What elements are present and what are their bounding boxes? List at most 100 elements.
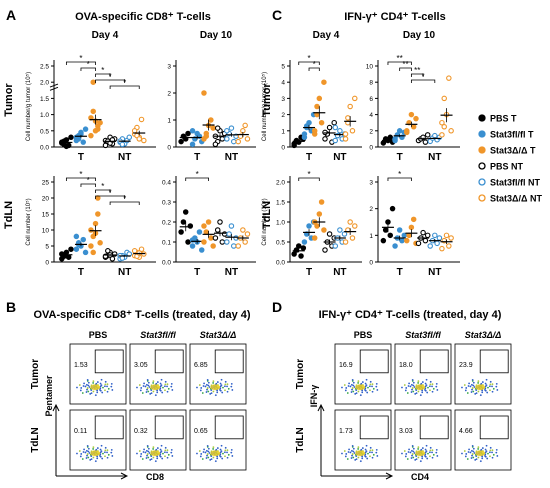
y-tick-label: 25 — [42, 180, 50, 187]
data-point — [230, 243, 237, 249]
data-point — [185, 239, 191, 245]
data-point — [221, 231, 228, 237]
significance-bracket — [298, 177, 320, 181]
data-point — [228, 125, 235, 131]
significance-star: * — [109, 188, 112, 197]
gate-percent: 0.65 — [194, 428, 208, 435]
data-point — [396, 128, 403, 134]
legend-marker — [478, 114, 486, 122]
category-label: T — [397, 152, 403, 163]
panel-letter-c: C — [272, 7, 282, 23]
flow-b-plot: 6.85 — [189, 343, 247, 405]
data-point — [75, 136, 82, 142]
data-point — [224, 136, 230, 142]
data-point — [203, 133, 210, 139]
category-label: T — [194, 152, 200, 163]
data-point — [321, 227, 327, 233]
data-point — [291, 251, 297, 257]
data-point — [448, 235, 454, 241]
row-label-a-tdln: TdLN — [3, 201, 15, 229]
flow-d-title: IFN-γ⁺ CD4⁺ T-cells (treated, day 4) — [319, 309, 502, 321]
significance-star: ** — [414, 66, 420, 75]
gate — [359, 349, 389, 374]
category-label: NT — [118, 152, 131, 163]
data-point — [90, 79, 96, 85]
chart-title: Day 10 — [200, 30, 233, 41]
data-point — [138, 246, 145, 252]
data-point — [119, 141, 126, 148]
significance-bracket — [65, 61, 96, 65]
flow-b-plot: 0.32 — [129, 409, 187, 471]
row-label-c-tdln: TdLN — [261, 201, 273, 229]
data-point — [212, 235, 219, 241]
gate — [419, 415, 449, 440]
gate — [419, 349, 449, 374]
panel-letter-d: D — [272, 299, 282, 315]
data-point — [102, 142, 109, 149]
data-point — [230, 138, 237, 145]
data-point — [291, 142, 297, 149]
y-tick-label: 1 — [369, 233, 373, 240]
significance-bracket — [109, 85, 140, 89]
y-tick-label: 2 — [281, 112, 285, 119]
data-point — [427, 243, 433, 249]
data-point — [422, 237, 429, 244]
gate-percent: 1.53 — [74, 362, 88, 369]
chart-C-tdln-d4: 0.0 0.5 1.0 1.5 2.0 Cell number (10⁵) T NT * — [261, 170, 362, 278]
data-point — [178, 138, 184, 145]
row-label-a-tumor: Tumor — [3, 83, 15, 117]
data-point — [224, 239, 230, 245]
data-point — [345, 115, 351, 121]
data-point — [424, 132, 431, 138]
chart-C-tumor-d4: 0 1 2 3 4 5 Day 4 Cell number/g tumor (10⁵) T NT *… — [261, 30, 362, 163]
significance-bracket — [410, 73, 424, 77]
gate — [94, 415, 124, 440]
significance-star: ** — [402, 60, 408, 69]
flow-b-row-label: TdLN — [30, 427, 41, 453]
legend-label: PBS T — [490, 114, 517, 124]
row-label-c-tumor: Tumor — [261, 83, 273, 117]
data-point — [432, 232, 438, 239]
y-tick-label: 2.0 — [40, 80, 49, 87]
data-point — [404, 237, 410, 244]
y-tick-label: 0.1 — [162, 240, 171, 247]
data-point — [318, 199, 325, 205]
category-label: T — [397, 267, 403, 278]
data-point — [126, 134, 133, 141]
chart-C-tdln-d10: 0 1 2 3 T NT * — [369, 170, 460, 278]
data-point — [443, 232, 450, 239]
y-tick-label: 1.5 — [276, 200, 285, 207]
gate — [359, 415, 389, 440]
significance-star: * — [307, 170, 310, 179]
data-point — [300, 245, 307, 251]
data-point — [342, 239, 349, 245]
data-point — [322, 136, 328, 142]
category-label: T — [78, 267, 84, 278]
category-label: T — [194, 267, 200, 278]
gate — [154, 349, 184, 374]
chart-A-tdln-d4: 0 5 10 15 20 25 Cell number (10⁵) T NT * * * * * — [25, 170, 156, 278]
data-point — [138, 116, 145, 123]
data-point — [214, 227, 221, 233]
data-point — [436, 235, 443, 241]
data-point — [352, 95, 358, 102]
category-label: NT — [333, 267, 346, 278]
data-point — [389, 205, 396, 212]
y-tick-label: 0.5 — [40, 128, 49, 135]
data-point — [441, 124, 447, 130]
data-point — [392, 137, 398, 144]
category-label: NT — [225, 267, 238, 278]
category-label: NT — [428, 152, 441, 163]
category-label: NT — [333, 152, 346, 163]
data-point — [189, 128, 196, 134]
gate-percent: 16.9 — [339, 362, 353, 369]
gate — [479, 415, 509, 440]
data-point — [420, 229, 426, 236]
data-point — [189, 141, 196, 148]
data-point — [382, 227, 389, 233]
data-point — [88, 132, 94, 139]
data-point — [349, 128, 356, 134]
data-point — [131, 248, 138, 254]
significance-bracket — [95, 73, 111, 77]
gate-percent: 4.66 — [459, 428, 473, 435]
